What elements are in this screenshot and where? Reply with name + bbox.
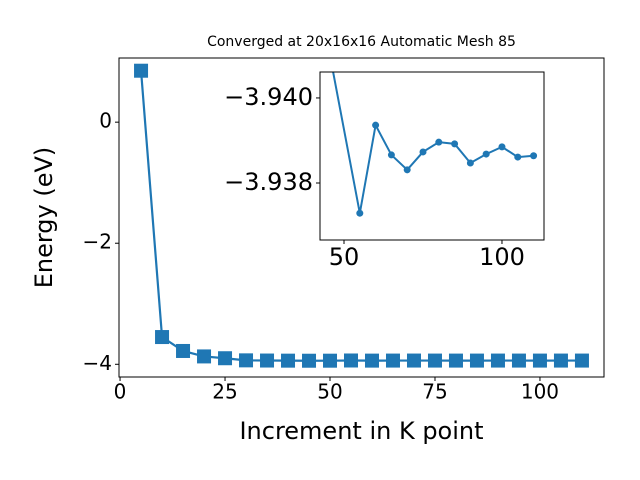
marker: [281, 353, 296, 368]
marker: [427, 353, 442, 368]
marker: [385, 353, 400, 368]
y-tick-label: −2: [83, 230, 112, 254]
marker: [530, 152, 538, 160]
marker: [239, 353, 254, 368]
marker: [490, 353, 505, 368]
plot-area: [332, 72, 538, 217]
marker: [218, 351, 233, 366]
marker: [134, 63, 149, 78]
x-tick-label: 75: [422, 380, 447, 404]
marker: [260, 353, 275, 368]
marker: [419, 148, 427, 156]
marker: [532, 353, 547, 368]
marker: [364, 353, 379, 368]
marker: [176, 343, 191, 358]
marker: [448, 353, 463, 368]
x-tick-label: 100: [521, 380, 559, 404]
y-axis-label: Energy (eV): [30, 147, 58, 289]
chart-title: Converged at 20x16x16 Automatic Mesh 85: [207, 34, 516, 50]
marker: [406, 353, 421, 368]
axes-background: [320, 72, 544, 240]
axes-frame: [118, 57, 605, 378]
axes-frame: [319, 71, 545, 241]
marker: [323, 353, 338, 368]
y-tick-label: −3.940: [224, 83, 313, 111]
y-tick-label: −4: [83, 351, 112, 375]
y-tick-label: −3.938: [224, 168, 313, 196]
x-tick-label: 25: [212, 380, 237, 404]
data-line: [139, 70, 582, 362]
x-axis-label: Increment in K point: [239, 417, 483, 445]
marker: [387, 151, 395, 159]
marker: [155, 330, 170, 345]
marker: [511, 353, 526, 368]
marker: [482, 150, 490, 158]
marker: [553, 353, 568, 368]
x-tick-label: 50: [329, 243, 360, 271]
marker: [344, 353, 359, 368]
y-tick-label: 0: [99, 109, 112, 133]
marker: [574, 353, 589, 368]
x-tick-label: 100: [479, 243, 525, 271]
marker: [435, 138, 443, 146]
x-tick-label: 0: [114, 380, 127, 404]
marker: [372, 121, 380, 129]
marker: [498, 143, 506, 151]
marker: [197, 349, 212, 364]
marker: [403, 166, 411, 174]
marker: [302, 353, 317, 368]
marker: [469, 353, 484, 368]
marker: [356, 209, 364, 217]
marker: [451, 140, 459, 148]
marker: [514, 153, 522, 161]
marker: [466, 159, 474, 167]
plot-area: [134, 63, 589, 368]
x-tick-label: 50: [317, 380, 342, 404]
